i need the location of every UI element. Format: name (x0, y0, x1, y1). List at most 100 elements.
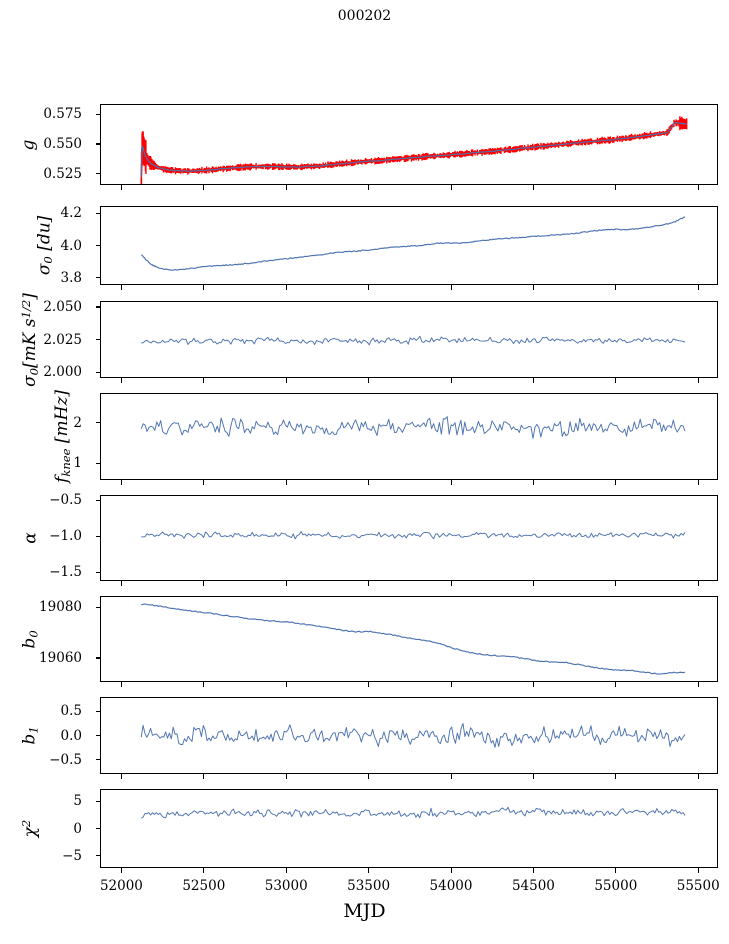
panel-frame (100, 301, 718, 378)
y-tick-mark (95, 855, 100, 857)
data-line (140, 121, 687, 178)
panel-data-plot (141, 603, 686, 675)
y-tick-label: 2.050 (43, 298, 82, 315)
x-tick-mark (615, 868, 617, 873)
x-tick-label: 52500 (182, 878, 226, 894)
x-tick-mark (203, 185, 205, 190)
y-tick-label: 19060 (39, 649, 82, 666)
x-tick-mark (450, 285, 452, 290)
y-tick-label: 0.575 (43, 106, 82, 123)
plot-panel-g: 0.525 0.550 0.575 g (18, 104, 718, 190)
x-tick-mark (697, 868, 699, 873)
y-tick-label: 19080 (39, 599, 82, 616)
x-tick-mark (285, 285, 287, 290)
data-line (141, 335, 686, 346)
y-tick-label: 0 (73, 820, 82, 837)
y-tick-mark (95, 339, 100, 341)
x-tick-mark (285, 378, 287, 383)
x-tick-mark (615, 185, 617, 190)
y-tick-label: 0.0 (60, 727, 82, 744)
plot-panel-alpha: −1.5 −1.0 −0.5 α (20, 492, 718, 586)
y-tick-mark (95, 212, 100, 214)
y-tick-mark (95, 245, 100, 247)
x-tick-label: 55000 (594, 878, 638, 894)
x-tick-mark (368, 285, 370, 290)
x-tick-mark (615, 378, 617, 383)
x-tick-mark (615, 682, 617, 687)
plot-panel-sigma-0-mk-s-1-2: 2.000 2.025 2.050 σ0[mK s1/2] (19, 293, 718, 386)
y-tick-mark (95, 606, 100, 609)
panel-data-plot (141, 216, 686, 271)
panel-data-plot (140, 806, 686, 819)
panel-frame (100, 596, 718, 682)
y-tick-label: 1 (73, 455, 82, 471)
y-axis-label: α (20, 532, 41, 544)
plot-panel-b-0: 19060 19080 b0 (20, 596, 718, 687)
y-tick-label: 2.000 (43, 364, 82, 381)
x-tick-label: 54000 (429, 878, 473, 894)
x-tick-mark (615, 480, 617, 485)
x-tick-mark (203, 774, 205, 779)
y-tick-label: −0.5 (49, 751, 82, 768)
x-tick-mark (368, 868, 370, 873)
panel-data-plot (141, 335, 686, 346)
plot-panel-b-1: −0.5 0.0 0.5 b1 (20, 697, 718, 779)
x-tick-mark (697, 774, 699, 779)
x-tick-mark (615, 774, 617, 779)
data-line (141, 531, 686, 540)
x-tick-mark (368, 581, 370, 586)
y-tick-mark (95, 499, 100, 501)
data-line (140, 723, 686, 748)
y-tick-mark (95, 800, 100, 803)
x-tick-mark (532, 868, 535, 873)
panel-frame (100, 789, 718, 868)
x-tick-mark (368, 185, 370, 190)
y-tick-label: 4.0 (60, 237, 82, 254)
panel-frame (100, 206, 718, 285)
x-tick-mark (532, 774, 535, 779)
y-tick-mark (95, 759, 100, 761)
x-tick-mark (120, 868, 123, 873)
plot-panel-chi-2: −5 0 5 χ2 (19, 789, 718, 873)
x-tick-mark (120, 185, 123, 190)
data-line (140, 806, 686, 819)
x-tick-mark (203, 581, 205, 586)
x-tick-mark (203, 682, 205, 687)
x-tick-mark (285, 868, 287, 873)
x-tick-mark (450, 682, 452, 687)
y-tick-mark (95, 657, 100, 659)
panel-frame (100, 495, 718, 581)
x-tick-mark (532, 581, 535, 586)
y-tick-mark (95, 143, 100, 145)
y-tick-mark (95, 571, 100, 573)
data-line (141, 216, 686, 271)
y-tick-label: −1.0 (49, 528, 82, 545)
x-tick-mark (697, 378, 699, 383)
y-tick-label: −1.5 (49, 564, 82, 581)
y-tick-label: 3.8 (60, 269, 82, 286)
y-tick-mark (95, 371, 100, 373)
data-line (140, 416, 686, 439)
x-tick-mark (615, 581, 617, 586)
y-tick-label: 0.550 (43, 135, 82, 152)
y-tick-label: 0.525 (43, 165, 82, 182)
x-tick-mark (285, 480, 287, 485)
x-tick-mark (203, 868, 205, 873)
x-tick-mark (120, 285, 123, 290)
x-tick-mark (697, 285, 699, 290)
y-tick-label: 0.5 (60, 703, 82, 720)
panel-data-plot (141, 531, 686, 540)
x-tick-mark (285, 774, 287, 779)
y-axis-label: σ0 [du] (33, 215, 55, 276)
x-tick-mark (120, 774, 123, 779)
x-tick-label: 53500 (347, 878, 391, 894)
panel-data-plot (140, 723, 686, 748)
panel-data-plot (140, 116, 688, 185)
y-axis-label: χ2 (19, 819, 41, 838)
x-tick-mark (120, 480, 123, 485)
figure-title: 000202 (337, 8, 392, 24)
x-tick-mark (450, 185, 452, 190)
x-tick-mark (203, 480, 205, 485)
x-tick-mark (120, 581, 123, 586)
